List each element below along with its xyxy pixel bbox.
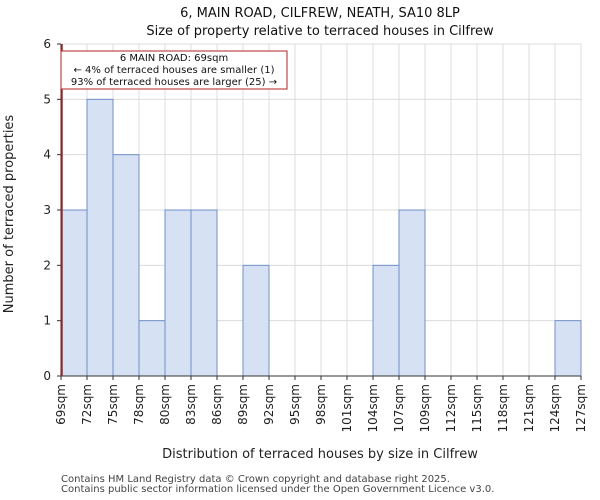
y-tick-label-4: 4 (43, 148, 51, 162)
x-tick-label-86sqm: 86sqm (210, 384, 224, 425)
annotation-line-1: 6 MAIN ROAD: 69sqm (120, 53, 228, 64)
x-tick-label-118sqm: 118sqm (496, 384, 510, 432)
x-tick-label-83sqm: 83sqm (184, 384, 198, 425)
y-tick-label-1: 1 (43, 314, 51, 328)
bar-89sqm (242, 264, 270, 377)
annotation-box: 6 MAIN ROAD: 69sqm ← 4% of terraced hous… (60, 50, 288, 90)
annotation-line-3: 93% of terraced houses are larger (25) → (71, 77, 277, 88)
x-tick-label-78sqm: 78sqm (132, 384, 146, 425)
x-tick-label-75sqm: 75sqm (106, 384, 120, 425)
chart-subtitle: Size of property relative to terraced ho… (146, 24, 494, 39)
bar-83sqm (190, 209, 218, 377)
x-tick-label-121sqm: 121sqm (522, 384, 536, 432)
x-tick-label-104sqm: 104sqm (366, 384, 380, 432)
footer-line-2: Contains public sector information licen… (61, 484, 495, 495)
bar-80sqm (164, 209, 192, 377)
x-tick-label-69sqm: 69sqm (54, 384, 68, 425)
bar-107sqm (398, 209, 426, 377)
x-tick-label-89sqm: 89sqm (236, 384, 250, 425)
x-tick-label-92sqm: 92sqm (262, 384, 276, 425)
x-tick-label-109sqm: 109sqm (418, 384, 432, 432)
x-tick-label-127sqm: 127sqm (574, 384, 588, 432)
bar-72sqm (86, 98, 114, 377)
chart-title: 6, MAIN ROAD, CILFREW, NEATH, SA10 8LP (180, 6, 460, 21)
x-tick-label-72sqm: 72sqm (80, 384, 94, 425)
bar-104sqm (372, 264, 400, 377)
x-ticks: 69sqm 72sqm 75sqm 78sqm 80sqm 83sqm 86sqm 89sqm… (54, 376, 588, 432)
x-tick-label-98sqm: 98sqm (314, 384, 328, 425)
bars (60, 98, 582, 377)
bar-78sqm (138, 320, 166, 377)
y-tick-label-2: 2 (43, 258, 51, 272)
x-tick-label-80sqm: 80sqm (158, 384, 172, 425)
y-tick-label-5: 5 (43, 92, 51, 106)
x-tick-label-107sqm: 107sqm (392, 384, 406, 432)
x-axis-label: Distribution of terraced houses by size … (162, 447, 478, 462)
x-tick-label-124sqm: 124sqm (548, 384, 562, 432)
x-tick-label-95sqm: 95sqm (288, 384, 302, 425)
annotation-line-2: ← 4% of terraced houses are smaller (1) (74, 65, 275, 76)
footer-line-1: Contains HM Land Registry data © Crown c… (61, 474, 450, 485)
y-tick-label-0: 0 (43, 369, 51, 383)
y-tick-label-3: 3 (43, 203, 51, 217)
x-tick-label-115sqm: 115sqm (470, 384, 484, 432)
bar-124sqm (554, 320, 582, 377)
bar-75sqm (112, 154, 140, 377)
x-tick-label-101sqm: 101sqm (340, 384, 354, 432)
bar-69sqm (60, 209, 88, 377)
y-tick-label-6: 6 (43, 37, 51, 51)
annotation-frame (60, 50, 288, 90)
y-ticks: 0 1 2 3 4 5 6 (43, 37, 61, 383)
x-tick-label-112sqm: 112sqm (444, 384, 458, 432)
y-axis-label: Number of terraced properties (2, 115, 17, 314)
